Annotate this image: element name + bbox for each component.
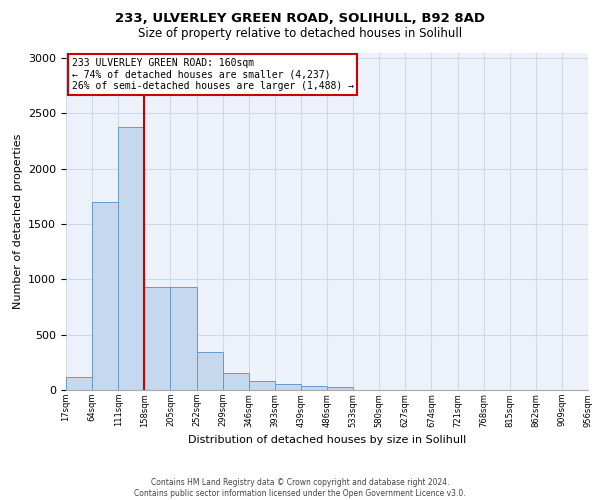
Y-axis label: Number of detached properties: Number of detached properties — [13, 134, 23, 309]
Bar — [170, 287, 197, 390]
Bar — [301, 386, 327, 390]
Text: Size of property relative to detached houses in Solihull: Size of property relative to detached ho… — [138, 28, 462, 40]
Bar — [92, 202, 118, 390]
Bar — [197, 352, 223, 390]
Bar — [249, 381, 275, 390]
Bar — [66, 378, 92, 390]
Text: 233 ULVERLEY GREEN ROAD: 160sqm
← 74% of detached houses are smaller (4,237)
26%: 233 ULVERLEY GREEN ROAD: 160sqm ← 74% of… — [71, 58, 353, 92]
Bar — [275, 384, 301, 390]
Bar — [327, 386, 353, 390]
Text: Contains HM Land Registry data © Crown copyright and database right 2024.
Contai: Contains HM Land Registry data © Crown c… — [134, 478, 466, 498]
Bar — [118, 126, 145, 390]
Bar — [223, 374, 249, 390]
X-axis label: Distribution of detached houses by size in Solihull: Distribution of detached houses by size … — [188, 435, 466, 445]
Text: 233, ULVERLEY GREEN ROAD, SOLIHULL, B92 8AD: 233, ULVERLEY GREEN ROAD, SOLIHULL, B92 … — [115, 12, 485, 26]
Bar — [145, 287, 170, 390]
